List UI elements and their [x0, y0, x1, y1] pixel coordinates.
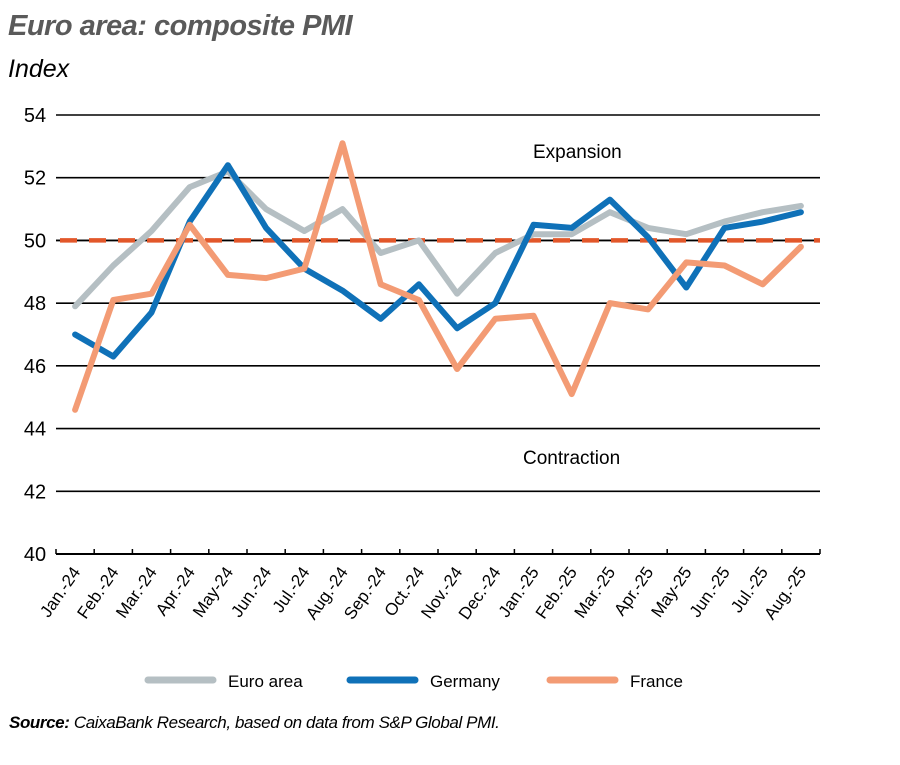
chart-subtitle: Index — [8, 55, 70, 83]
y-tick-label: 44 — [24, 419, 46, 441]
y-tick-label: 50 — [24, 230, 46, 252]
y-axis-ticks: 40 42 44 46 48 50 52 54 — [24, 105, 46, 566]
legend-item-germany: Germany — [346, 672, 500, 691]
series-lines — [72, 140, 804, 413]
contraction-label: Contraction — [523, 448, 620, 469]
legend-label: Euro area — [228, 672, 303, 691]
legend-label: France — [630, 672, 683, 691]
x-tick-label: Jun.-24 — [227, 563, 275, 620]
chart-title: Euro area: composite PMI — [8, 10, 353, 42]
x-axis: Jan.-24Feb.-24Mar.-24Apr.-24May-24Jun.-2… — [36, 549, 821, 623]
source-note: Source: CaixaBank Research, based on dat… — [9, 713, 500, 733]
source-text: CaixaBank Research, based on data from S… — [69, 713, 500, 732]
legend: Euro area Germany France — [144, 672, 683, 691]
series-france — [72, 140, 804, 413]
legend-label: Germany — [430, 672, 500, 691]
x-tick-label: Jun.-25 — [686, 563, 734, 620]
source-label: Source: — [9, 713, 70, 732]
y-tick-label: 54 — [24, 105, 46, 127]
y-tick-label: 40 — [24, 544, 46, 566]
y-tick-label: 46 — [24, 356, 46, 378]
legend-item-euro-area: Euro area — [144, 672, 303, 691]
y-tick-label: 42 — [24, 481, 46, 503]
series-euro-area — [72, 168, 804, 310]
legend-item-france: France — [546, 672, 683, 691]
y-tick-label: 48 — [24, 293, 46, 315]
y-tick-label: 52 — [24, 168, 46, 190]
expansion-label: Expansion — [533, 142, 622, 163]
series-germany — [72, 162, 804, 360]
